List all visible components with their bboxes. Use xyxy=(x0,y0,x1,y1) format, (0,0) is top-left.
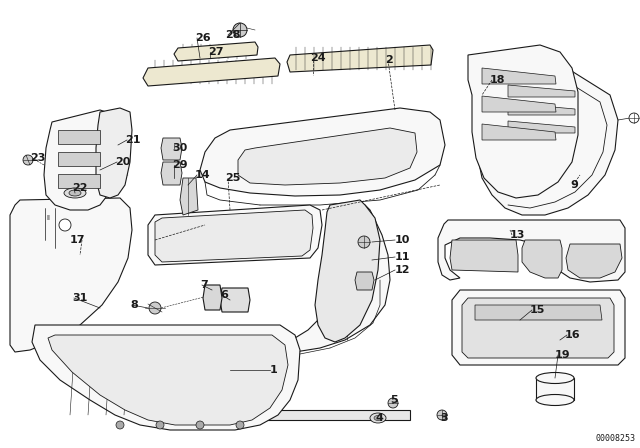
Ellipse shape xyxy=(64,188,86,198)
Polygon shape xyxy=(165,205,390,420)
Polygon shape xyxy=(44,110,118,210)
Text: 17: 17 xyxy=(70,235,86,245)
Polygon shape xyxy=(462,298,614,358)
Text: 29: 29 xyxy=(172,160,188,170)
Polygon shape xyxy=(161,138,182,160)
Polygon shape xyxy=(522,240,562,278)
Text: 22: 22 xyxy=(72,183,88,193)
Circle shape xyxy=(23,155,33,165)
Text: 8: 8 xyxy=(130,300,138,310)
Polygon shape xyxy=(508,103,575,115)
Polygon shape xyxy=(165,410,410,420)
Circle shape xyxy=(156,421,164,429)
Text: 12: 12 xyxy=(395,265,410,275)
Polygon shape xyxy=(438,220,625,282)
Text: 24: 24 xyxy=(310,53,326,63)
Polygon shape xyxy=(238,128,417,185)
Text: 14: 14 xyxy=(195,170,211,180)
Text: 28: 28 xyxy=(225,30,241,40)
Text: 25: 25 xyxy=(225,173,241,183)
Polygon shape xyxy=(220,288,250,312)
Circle shape xyxy=(388,398,398,408)
Text: 3: 3 xyxy=(440,413,447,423)
Circle shape xyxy=(233,23,247,37)
Polygon shape xyxy=(96,108,132,198)
Polygon shape xyxy=(48,335,288,425)
Text: 19: 19 xyxy=(555,350,571,360)
Polygon shape xyxy=(566,244,622,278)
Polygon shape xyxy=(508,121,575,133)
Text: 20: 20 xyxy=(115,157,131,167)
Text: 00008253: 00008253 xyxy=(595,434,635,443)
Text: 16: 16 xyxy=(565,330,580,340)
Circle shape xyxy=(358,236,370,248)
Polygon shape xyxy=(508,85,575,97)
Polygon shape xyxy=(143,58,280,86)
Ellipse shape xyxy=(374,415,382,421)
Circle shape xyxy=(437,410,447,420)
Text: 26: 26 xyxy=(195,33,211,43)
Polygon shape xyxy=(200,108,445,196)
Text: 15: 15 xyxy=(530,305,545,315)
Text: 31: 31 xyxy=(72,293,88,303)
Text: 30: 30 xyxy=(172,143,188,153)
Polygon shape xyxy=(482,124,556,140)
Polygon shape xyxy=(478,60,618,215)
Polygon shape xyxy=(58,130,100,144)
Polygon shape xyxy=(482,96,556,112)
Polygon shape xyxy=(475,305,602,320)
Polygon shape xyxy=(468,45,578,198)
Text: 18: 18 xyxy=(490,75,506,85)
Text: 1: 1 xyxy=(270,365,278,375)
Ellipse shape xyxy=(536,372,574,383)
Polygon shape xyxy=(148,205,322,265)
Text: 11: 11 xyxy=(395,252,410,262)
Circle shape xyxy=(196,421,204,429)
Polygon shape xyxy=(536,378,574,400)
Circle shape xyxy=(116,421,124,429)
Polygon shape xyxy=(450,240,518,272)
Text: 6: 6 xyxy=(220,290,228,300)
Circle shape xyxy=(149,302,161,314)
Text: 10: 10 xyxy=(395,235,410,245)
Text: 21: 21 xyxy=(125,135,141,145)
Ellipse shape xyxy=(69,190,81,196)
Text: 4: 4 xyxy=(375,413,383,423)
Polygon shape xyxy=(287,45,433,72)
Polygon shape xyxy=(10,198,132,352)
Polygon shape xyxy=(355,272,374,290)
Circle shape xyxy=(236,421,244,429)
Polygon shape xyxy=(165,390,175,420)
Text: 7: 7 xyxy=(200,280,208,290)
Text: 13: 13 xyxy=(510,230,525,240)
Circle shape xyxy=(59,219,71,231)
Text: 27: 27 xyxy=(208,47,223,57)
Polygon shape xyxy=(58,152,100,166)
Ellipse shape xyxy=(536,395,574,405)
Polygon shape xyxy=(482,68,556,84)
Circle shape xyxy=(629,113,639,123)
Polygon shape xyxy=(180,178,198,215)
Polygon shape xyxy=(315,200,380,342)
Polygon shape xyxy=(203,285,222,310)
Text: 9: 9 xyxy=(570,180,578,190)
Polygon shape xyxy=(174,42,258,61)
Text: 5: 5 xyxy=(390,395,397,405)
Polygon shape xyxy=(58,174,100,188)
Ellipse shape xyxy=(370,413,386,423)
Polygon shape xyxy=(32,325,300,430)
Polygon shape xyxy=(452,290,625,365)
Text: 23: 23 xyxy=(30,153,45,163)
Text: II: II xyxy=(46,215,50,221)
Polygon shape xyxy=(161,162,182,185)
Polygon shape xyxy=(155,210,313,262)
Text: 2: 2 xyxy=(385,55,393,65)
